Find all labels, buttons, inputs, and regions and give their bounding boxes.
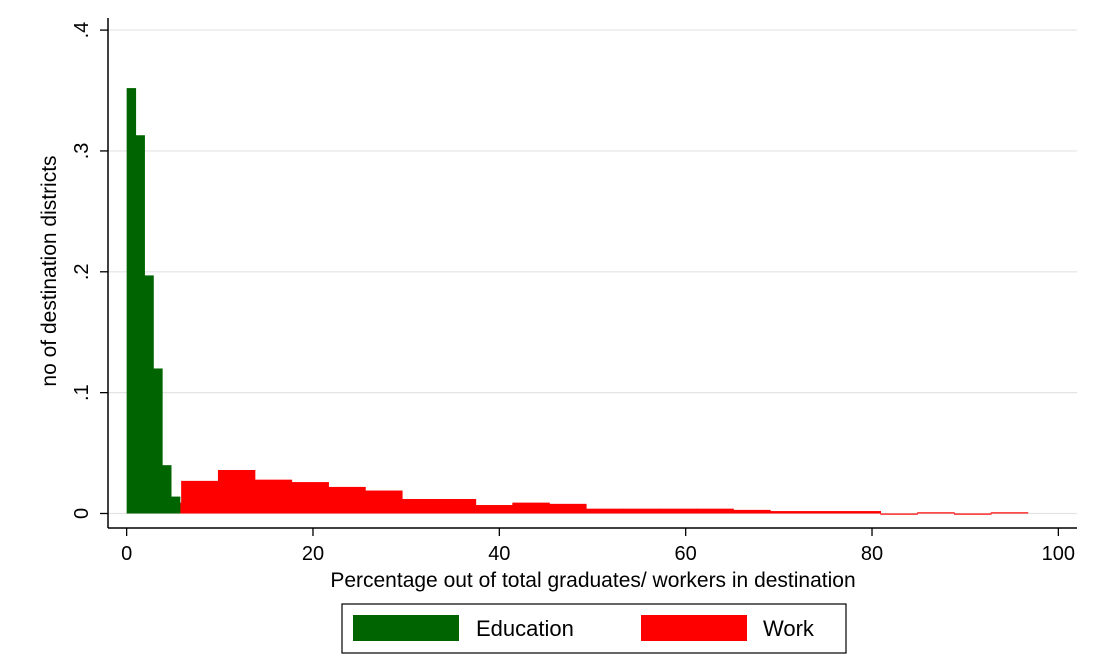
work-bar (990, 512, 1029, 514)
work-bar (549, 503, 587, 514)
work-bar (365, 490, 403, 514)
work-bar (585, 508, 624, 514)
work-bar (733, 509, 771, 514)
y-axis-title: no of destination districts (38, 155, 61, 386)
work-bar (659, 508, 697, 514)
education-bar (153, 368, 163, 514)
work-bar (254, 479, 293, 514)
y-tick-label: 0 (71, 508, 93, 519)
legend-label-work: Work (763, 616, 815, 641)
work-bar (843, 511, 882, 514)
x-tick-label: 60 (675, 543, 697, 565)
x-tick-label: 80 (861, 543, 883, 565)
work-bar (291, 482, 329, 514)
legend-swatch-education (353, 615, 459, 641)
work-bar (696, 508, 734, 514)
y-tick-label: .4 (71, 22, 93, 39)
work-bar (917, 512, 955, 514)
y-tick-label: .2 (71, 263, 93, 280)
work-bar (475, 505, 513, 514)
legend: Education Work (341, 603, 847, 654)
y-tick-label: .1 (71, 384, 93, 401)
education-bars (126, 88, 181, 514)
x-axis-title: Percentage out of total graduates/ worke… (330, 569, 855, 592)
work-bar (954, 513, 992, 515)
x-tick-label: 100 (1042, 543, 1075, 565)
work-bar (401, 498, 440, 514)
education-bar (144, 275, 154, 514)
y-tick-label: .3 (71, 143, 93, 160)
education-bar (135, 135, 145, 514)
education-bar (170, 496, 181, 514)
legend-label-education: Education (476, 616, 574, 641)
work-bar (328, 486, 366, 514)
work-bar (181, 480, 219, 514)
x-tick-label: 0 (121, 543, 132, 565)
x-tick-label: 40 (488, 543, 510, 565)
work-bar (512, 502, 550, 514)
work-bar (217, 469, 256, 514)
x-tick-label: 20 (302, 543, 324, 565)
work-bar (438, 498, 477, 514)
education-bar (126, 88, 137, 514)
y-axis-ticks: 0 .1 .2 .3 .4 (71, 22, 108, 519)
work-bar (880, 513, 918, 515)
legend-swatch-work (641, 615, 747, 641)
work-bar (806, 511, 845, 514)
education-bar (162, 465, 172, 514)
x-axis-ticks: 0 20 40 60 80 100 (121, 528, 1075, 565)
work-bar (769, 511, 808, 514)
work-bar (622, 508, 661, 514)
